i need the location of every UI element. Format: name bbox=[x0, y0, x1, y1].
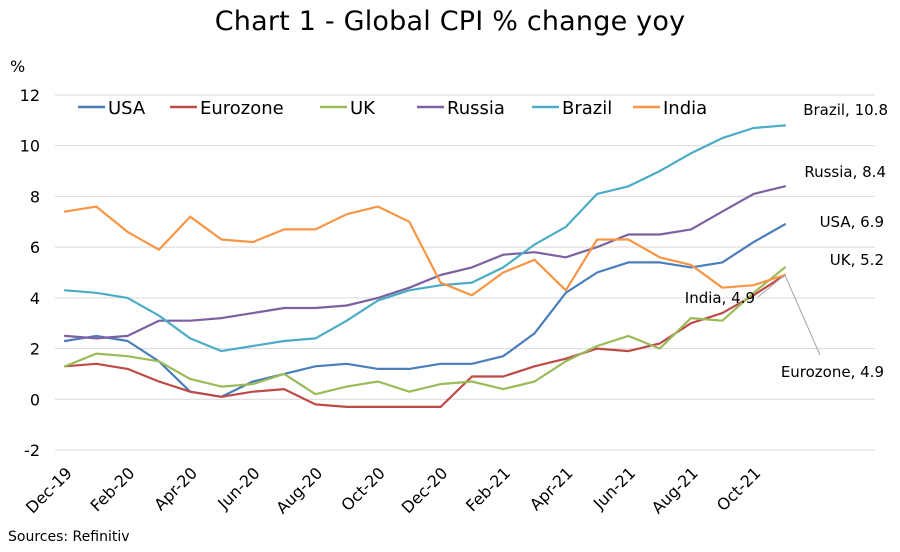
legend-label-russia: Russia bbox=[447, 98, 505, 119]
y-tick-label: 10 bbox=[20, 137, 40, 156]
source-note: Sources: Refinitiv bbox=[8, 529, 130, 545]
x-tick-label: Feb-20 bbox=[86, 463, 138, 515]
x-tick-label: Dec-20 bbox=[398, 463, 452, 517]
gridlines bbox=[55, 94, 875, 451]
y-tick-label: 6 bbox=[30, 238, 40, 257]
y-tick-label: 8 bbox=[30, 187, 40, 206]
annotation-russia: Russia, 8.4 bbox=[804, 163, 886, 181]
y-tick-label: 2 bbox=[30, 340, 40, 359]
annotation-leader-india bbox=[757, 274, 786, 298]
series-lines bbox=[63, 124, 787, 408]
x-axis-ticks: Dec-19 Feb-20 Apr-20 Jun-20 Aug-20 Oct-20 Dec-… bbox=[22, 463, 764, 517]
series-line-india bbox=[63, 205, 787, 297]
legend-label-usa: USA bbox=[108, 98, 146, 119]
legend: USA Eurozone UK Russia Brazil India bbox=[78, 98, 707, 119]
annotation-usa: USA, 6.9 bbox=[820, 213, 884, 231]
x-tick-label: Jun-21 bbox=[589, 463, 639, 513]
series-line-uk bbox=[63, 266, 787, 396]
x-tick-label: Apr-20 bbox=[150, 463, 201, 514]
annotation-brazil: Brazil, 10.8 bbox=[803, 101, 888, 119]
annotation-eurozone: Eurozone, 4.9 bbox=[781, 363, 884, 381]
y-tick-label: 12 bbox=[20, 86, 40, 105]
chart-title: Chart 1 - Global CPI % change yoy bbox=[214, 6, 686, 37]
annotation-india: India, 4.9 bbox=[685, 289, 755, 307]
legend-label-india: India bbox=[663, 98, 707, 119]
annotation-uk: UK, 5.2 bbox=[830, 251, 884, 269]
x-tick-label: Oct-21 bbox=[713, 463, 764, 514]
y-axis-ticks: -2 0 2 4 6 8 10 12 bbox=[20, 86, 40, 460]
series-line-russia bbox=[63, 185, 787, 340]
series-line-eurozone bbox=[63, 273, 787, 408]
x-tick-label: Oct-20 bbox=[337, 463, 388, 514]
annotation-leader-eurozone bbox=[784, 274, 821, 356]
series-line-usa bbox=[63, 223, 787, 398]
y-tick-label: -2 bbox=[24, 441, 40, 460]
x-tick-label: Jun-20 bbox=[213, 463, 263, 513]
y-axis-unit-label: % bbox=[10, 57, 25, 76]
x-tick-label: Aug-20 bbox=[272, 463, 326, 517]
x-tick-label: Dec-19 bbox=[22, 463, 76, 517]
x-tick-label: Aug-21 bbox=[648, 463, 702, 517]
legend-label-brazil: Brazil bbox=[562, 98, 612, 119]
x-tick-label: Feb-21 bbox=[462, 463, 514, 515]
x-tick-label: Apr-21 bbox=[526, 463, 577, 514]
end-value-annotations: Brazil, 10.8 Russia, 8.4 USA, 6.9 UK, 5.2 In… bbox=[685, 101, 888, 381]
legend-label-eurozone: Eurozone bbox=[200, 98, 284, 119]
legend-label-uk: UK bbox=[350, 98, 376, 119]
series-line-brazil bbox=[63, 124, 787, 353]
y-tick-label: 0 bbox=[30, 390, 40, 409]
y-tick-label: 4 bbox=[30, 289, 40, 308]
